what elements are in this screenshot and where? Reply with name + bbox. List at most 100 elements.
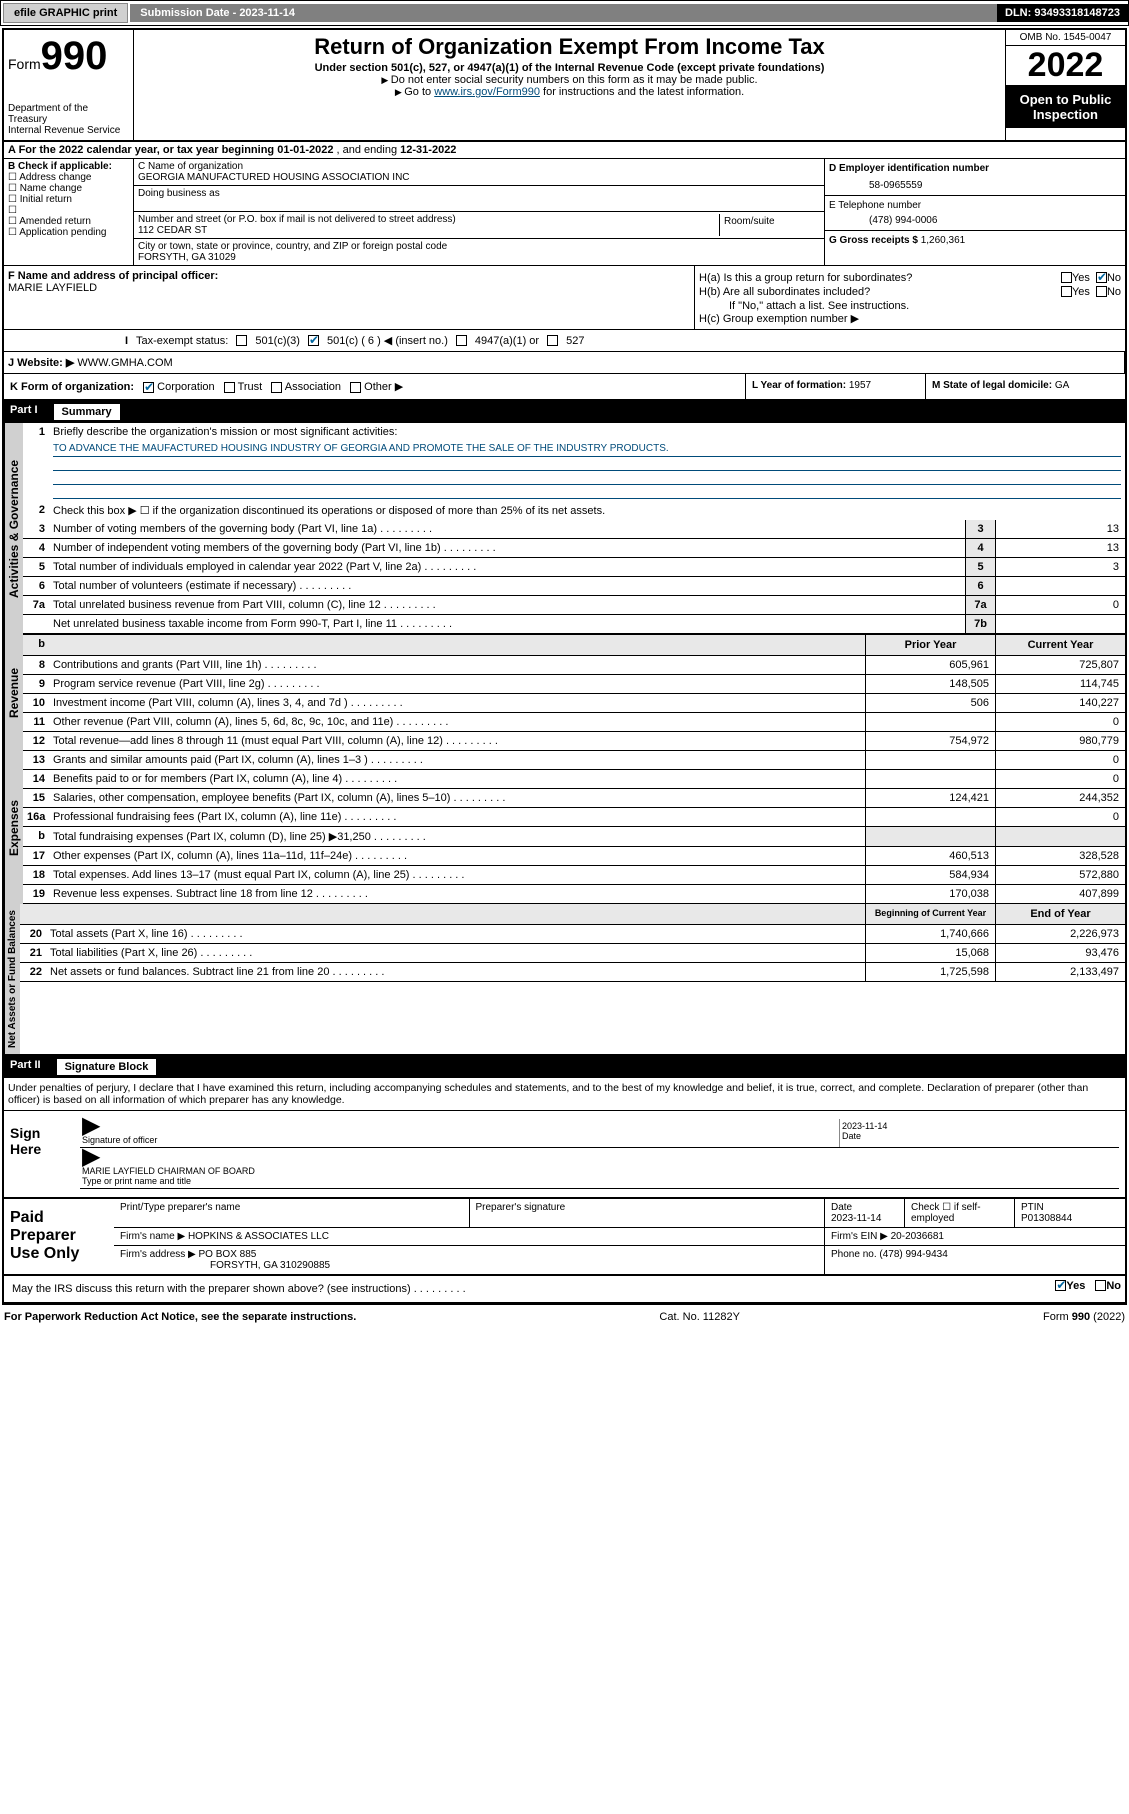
prior-val xyxy=(865,713,995,731)
preparer-date: 2023-11-14 xyxy=(831,1213,881,1224)
firm-ein: 20-2036681 xyxy=(891,1231,944,1242)
line-num: 18 xyxy=(23,866,49,884)
chk-name-change[interactable]: Name change xyxy=(8,183,129,194)
line-num: 22 xyxy=(20,963,46,981)
irs-label: Internal Revenue Service xyxy=(8,125,129,136)
curr-val: 244,352 xyxy=(995,789,1125,807)
line-box: 3 xyxy=(965,520,995,538)
curr-val: 328,528 xyxy=(995,847,1125,865)
sig-officer-label: Signature of officer xyxy=(82,1135,837,1145)
line-num: 12 xyxy=(23,732,49,750)
col-b-header: B Check if applicable: xyxy=(8,161,112,172)
ha-yes[interactable] xyxy=(1061,272,1072,283)
dba-label: Doing business as xyxy=(138,188,820,199)
irs-link[interactable]: www.irs.gov/Form990 xyxy=(434,86,540,98)
prior-val: 460,513 xyxy=(865,847,995,865)
line-num: 14 xyxy=(23,770,49,788)
line-val xyxy=(995,615,1125,633)
vlabel-net-assets: Net Assets or Fund Balances xyxy=(4,904,20,1054)
gross-receipts-value: 1,260,361 xyxy=(921,235,966,246)
curr-val: 0 xyxy=(995,751,1125,769)
line-num: 16a xyxy=(23,808,49,826)
preparer-name-label: Print/Type preparer's name xyxy=(114,1199,470,1227)
cat-no: Cat. No. 11282Y xyxy=(659,1311,740,1323)
chk-501c[interactable] xyxy=(308,335,319,346)
line-num: 5 xyxy=(23,558,49,576)
row-a-tax-year: A For the 2022 calendar year, or tax yea… xyxy=(4,142,1125,159)
chk-address-change[interactable]: Address change xyxy=(8,172,129,183)
chk-527[interactable] xyxy=(547,335,558,346)
line-num: b xyxy=(23,827,49,846)
chk-app-pending[interactable]: Application pending xyxy=(8,227,129,238)
curr-val: 2,226,973 xyxy=(995,925,1125,943)
l1-desc: Briefly describe the organization's miss… xyxy=(49,423,1125,441)
paid-preparer-label: Paid Preparer Use Only xyxy=(4,1199,114,1274)
dln-label: DLN: 93493318148723 xyxy=(997,4,1128,22)
top-toolbar: efile GRAPHIC print Submission Date - 20… xyxy=(0,0,1129,26)
year-formation: 1957 xyxy=(849,380,871,391)
room-suite-label: Room/suite xyxy=(720,214,820,236)
line-num: 19 xyxy=(23,885,49,903)
line-desc: Net unrelated business taxable income fr… xyxy=(49,615,965,633)
self-employed-check[interactable]: Check ☐ if self-employed xyxy=(905,1199,1015,1227)
efile-print-button[interactable]: efile GRAPHIC print xyxy=(3,3,128,23)
line-num: 13 xyxy=(23,751,49,769)
line-desc: Benefits paid to or for members (Part IX… xyxy=(49,770,865,788)
form-ref: Form 990 (2022) xyxy=(1043,1311,1125,1323)
line-desc: Total number of volunteers (estimate if … xyxy=(49,577,965,595)
line-box: 7b xyxy=(965,615,995,633)
chk-assoc[interactable] xyxy=(271,382,282,393)
chk-trust[interactable] xyxy=(224,382,235,393)
form-subtitle: Under section 501(c), 527, or 4947(a)(1)… xyxy=(138,62,1001,74)
chk-other[interactable] xyxy=(350,382,361,393)
hdr-prior-year: Prior Year xyxy=(865,635,995,655)
discuss-yes[interactable] xyxy=(1055,1280,1066,1291)
ssn-warning: Do not enter social security numbers on … xyxy=(138,74,1001,86)
year-formation-label: L Year of formation: xyxy=(752,380,849,391)
line-val: 3 xyxy=(995,558,1125,576)
website-value: WWW.GMHA.COM xyxy=(77,357,172,369)
line-desc: Total expenses. Add lines 13–17 (must eq… xyxy=(49,866,865,884)
line-box: 4 xyxy=(965,539,995,557)
street-address: 112 CEDAR ST xyxy=(138,225,719,236)
chk-4947[interactable] xyxy=(456,335,467,346)
mission-text: TO ADVANCE THE MAUFACTURED HOUSING INDUS… xyxy=(53,443,1121,457)
submission-date-banner: Submission Date - 2023-11-14 xyxy=(130,4,997,22)
ha-no[interactable] xyxy=(1096,272,1107,283)
form-prefix: Form xyxy=(8,56,41,72)
line-num: 11 xyxy=(23,713,49,731)
discuss-no[interactable] xyxy=(1095,1280,1106,1291)
chk-initial-return[interactable]: Initial return xyxy=(8,194,129,205)
prior-val xyxy=(865,808,995,826)
chk-final-return[interactable] xyxy=(8,205,129,216)
domicile-label: M State of legal domicile: xyxy=(932,380,1055,391)
may-discuss: May the IRS discuss this return with the… xyxy=(8,1280,1055,1298)
line-desc: Net assets or fund balances. Subtract li… xyxy=(46,963,865,981)
chk-amended[interactable]: Amended return xyxy=(8,216,129,227)
prior-val: 1,725,598 xyxy=(865,963,995,981)
hc-label: H(c) Group exemption number ▶ xyxy=(699,312,1121,325)
line-num: 17 xyxy=(23,847,49,865)
hb-no[interactable] xyxy=(1096,286,1107,297)
hb-yes[interactable] xyxy=(1061,286,1072,297)
chk-501c3[interactable] xyxy=(236,335,247,346)
line-num: 9 xyxy=(23,675,49,693)
tax-year: 2022 xyxy=(1006,46,1125,86)
org-name-label: C Name of organization xyxy=(138,161,820,172)
line-num: 7a xyxy=(23,596,49,614)
line-desc: Total number of individuals employed in … xyxy=(49,558,965,576)
line-num: 10 xyxy=(23,694,49,712)
form-org-label: K Form of organization: xyxy=(10,381,134,393)
firm-addr1: PO BOX 885 xyxy=(199,1249,257,1260)
part1-header: Part I Summary xyxy=(4,401,1125,423)
form-title: Return of Organization Exempt From Incom… xyxy=(138,34,1001,60)
line-val: 13 xyxy=(995,520,1125,538)
line-desc: Total fundraising expenses (Part IX, col… xyxy=(49,827,865,846)
curr-val: 114,745 xyxy=(995,675,1125,693)
phone-label: E Telephone number xyxy=(829,200,1121,211)
vlabel-revenue: Revenue xyxy=(4,634,23,751)
prior-val xyxy=(865,751,995,769)
line-val: 13 xyxy=(995,539,1125,557)
printed-name: MARIE LAYFIELD CHAIRMAN OF BOARD xyxy=(82,1166,1117,1176)
chk-corp[interactable] xyxy=(143,382,154,393)
